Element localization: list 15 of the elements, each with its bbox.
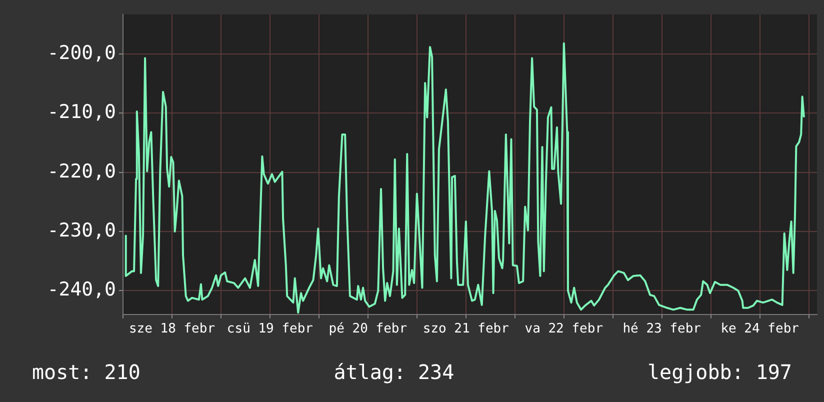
text: legjobb: 197 [647, 360, 792, 384]
y-tick-label: -220,0 [47, 160, 116, 182]
y-tick-label: -240,0 [47, 278, 116, 301]
x-tick-label: sze 18 febr [128, 322, 216, 337]
y-tick-label: -230,0 [47, 219, 116, 242]
text: most: 210 [32, 360, 140, 384]
x-tick-label: ke 24 febr [720, 322, 800, 337]
y-tick-label: -210,0 [47, 101, 116, 124]
x-tick-label: va 22 febr [524, 322, 604, 337]
x-tick-label: hé 23 febr [622, 322, 702, 337]
x-tick-label: szo 21 febr [422, 322, 510, 337]
y-tick-label: -200,0 [47, 42, 116, 64]
x-tick-label: pé 20 febr [328, 322, 408, 337]
text: átlag: 234 [334, 360, 454, 384]
x-tick-label: csü 19 febr [226, 322, 314, 337]
